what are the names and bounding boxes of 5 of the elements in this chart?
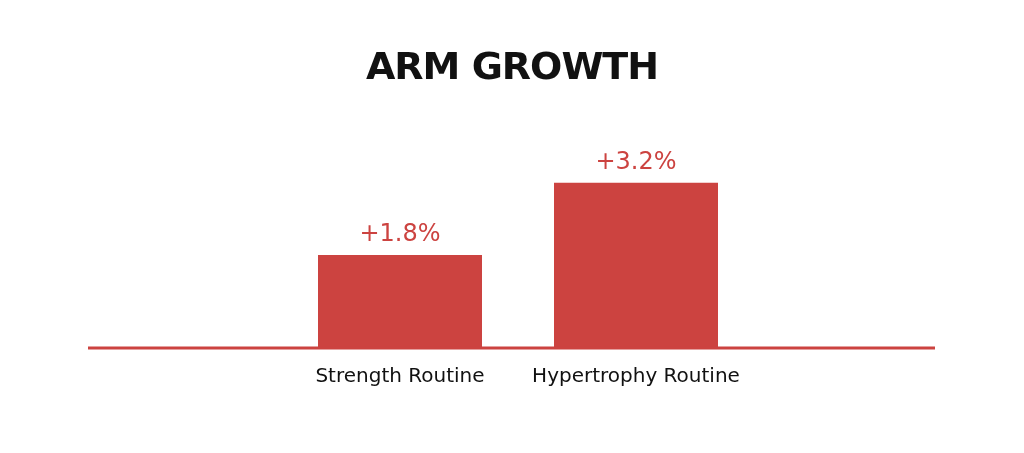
x-tick-label: Strength Routine xyxy=(315,363,485,388)
data-label: +1.8% xyxy=(359,219,441,247)
chart-title: ARM GROWTH xyxy=(364,44,660,88)
x-tick-label: Hypertrophy Routine xyxy=(532,363,740,388)
data-label: +3.2% xyxy=(595,146,677,175)
